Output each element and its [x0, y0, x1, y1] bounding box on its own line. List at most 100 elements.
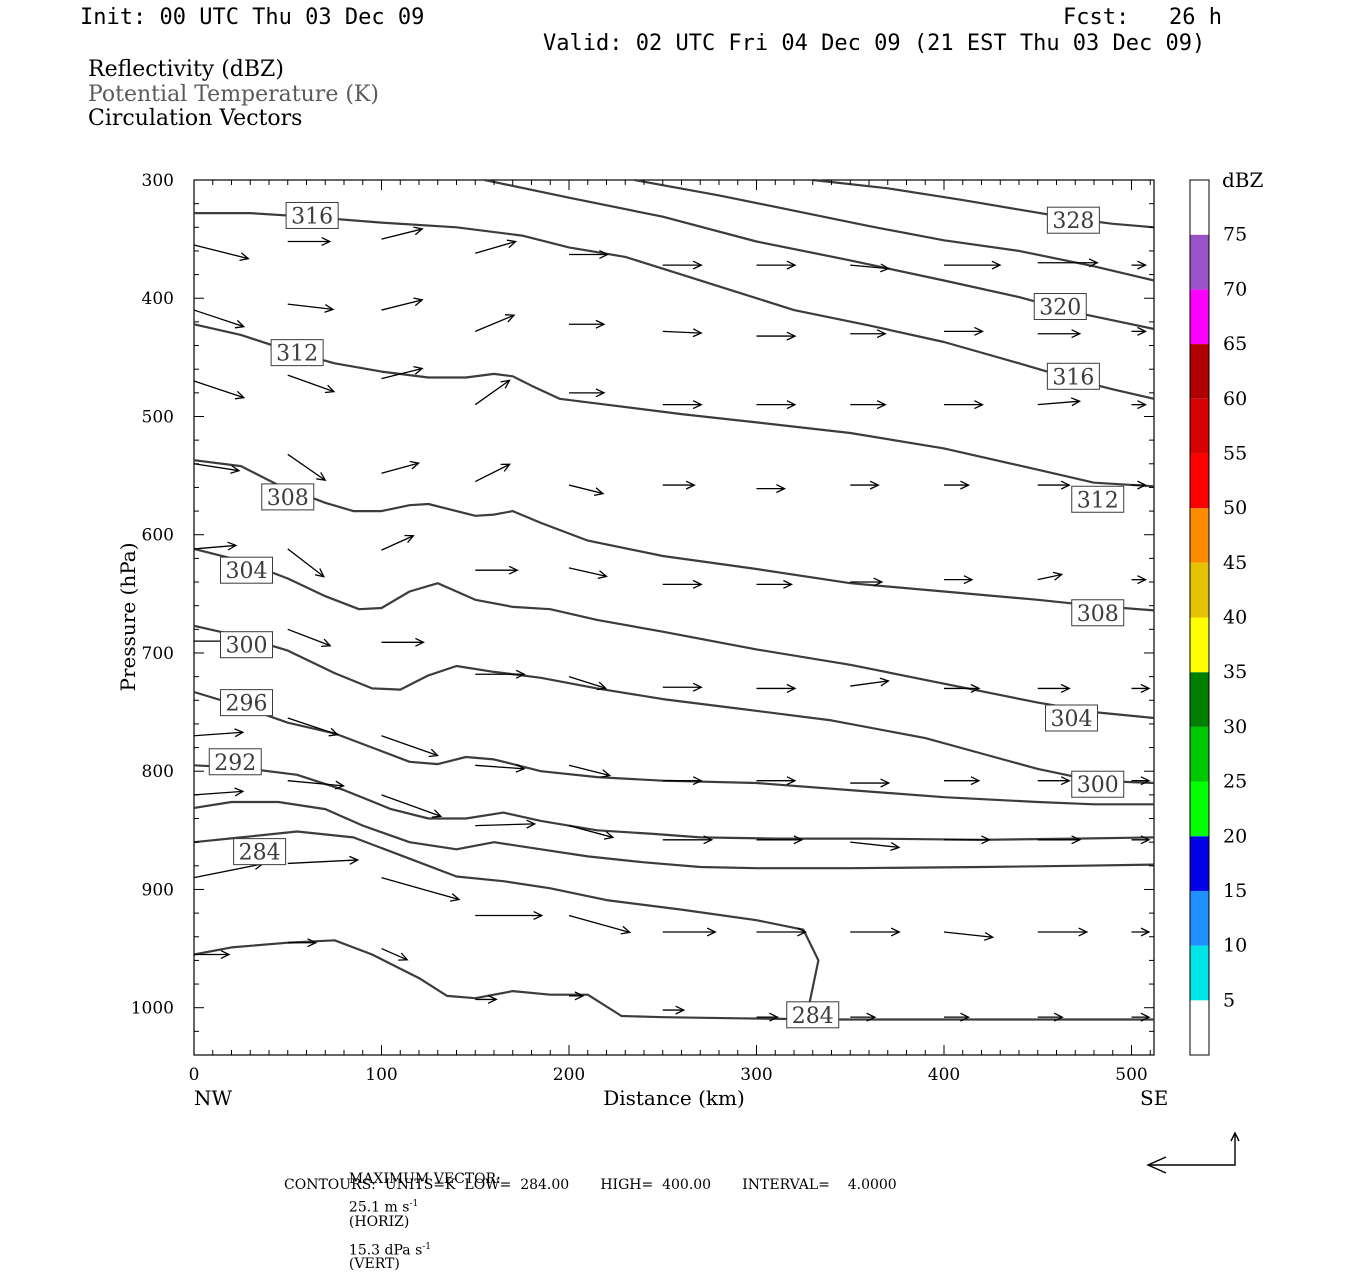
isentrope-line: [193, 624, 1155, 785]
circulation-vector: [662, 480, 696, 490]
contour-label: 284: [792, 1004, 834, 1029]
circulation-vector: [756, 683, 797, 693]
x-left-endpoint: NW: [194, 1086, 233, 1110]
circulation-vector: [287, 855, 360, 865]
contour-label-box: [220, 556, 273, 584]
circulation-vector: [944, 575, 974, 585]
circulation-vector: [850, 263, 891, 273]
circulation-vector: [1037, 927, 1089, 937]
colorbar-level-label: 65: [1223, 333, 1247, 355]
colorbar-level-label: 60: [1223, 388, 1247, 410]
circulation-vector: [944, 1012, 970, 1022]
contour-label-box: [1033, 293, 1087, 321]
colorbar-swatch: [1190, 453, 1209, 509]
circulation-vector: [756, 1012, 779, 1022]
circulation-vector: [381, 534, 415, 551]
contour-label: 308: [1077, 602, 1119, 627]
circulation-vector: [756, 835, 804, 845]
reference-vector-icon: [1146, 1131, 1240, 1174]
circulation-vector: [474, 379, 511, 406]
circulation-vector: [475, 819, 537, 829]
circulation-vector: [944, 683, 981, 693]
colorbar-swatch: [1190, 398, 1209, 454]
circulation-vector: [194, 950, 231, 959]
legend-reflectivity: Reflectivity (dBZ): [88, 57, 284, 82]
colorbar-level-label: 15: [1223, 880, 1247, 902]
circulation-vector: [1131, 776, 1151, 786]
colorbar-level-label: 30: [1223, 716, 1247, 738]
circulation-vector: [1131, 835, 1151, 845]
circulation-vector: [756, 579, 793, 589]
circulation-vector: [662, 1005, 686, 1015]
isentrope-line: [812, 178, 1155, 229]
circulation-vector: [287, 780, 345, 790]
circulation-vector: [1131, 260, 1147, 270]
circulation-vector: [193, 463, 241, 474]
contour-label: 300: [1077, 773, 1119, 798]
circulation-vector: [850, 1012, 877, 1022]
contour-info: CONTOURS: UNITS=K LOW= 284.00 HIGH= 400.…: [284, 1177, 897, 1193]
colorbar-level-label: 5: [1223, 989, 1235, 1011]
y-tick-label: 300: [142, 171, 174, 191]
circulation-vector: [1131, 1012, 1151, 1022]
circulation-vector: [1037, 480, 1071, 490]
x-axis-title: Distance (km): [603, 1086, 745, 1110]
circulation-vector: [287, 717, 340, 737]
contour-label-box: [220, 631, 273, 659]
contour-label-box: [1046, 206, 1100, 234]
axes-layer: 300 400 500 600 700 800 900 1000 0 100 200 300 400 50…: [131, 171, 1154, 1085]
contour-label: 312: [1077, 488, 1119, 513]
colorbar-level-label: 50: [1223, 497, 1247, 519]
contour-label: 316: [1052, 365, 1094, 390]
circulation-vector: [850, 841, 901, 852]
y-axis-title: Pressure (hPa): [116, 543, 140, 692]
contour-label-box: [233, 838, 287, 866]
circulation-vector: [287, 237, 332, 246]
circulation-vector: [1131, 480, 1147, 490]
circulation-vector: [569, 991, 585, 1001]
contour-label-box: [1071, 485, 1125, 513]
x-tick-label: 200: [553, 1065, 585, 1085]
circulation-vector: [381, 877, 461, 902]
contour-label-box: [1071, 599, 1125, 627]
circulation-vector: [944, 835, 991, 845]
circulation-vector: [381, 226, 424, 240]
colorbar-swatch: [1190, 945, 1209, 1001]
contour-label: 284: [239, 841, 281, 866]
circulation-vector: [193, 244, 250, 262]
colorbar-level-label: 40: [1223, 607, 1247, 629]
circulation-vector: [850, 480, 880, 490]
contour-label: 312: [276, 342, 318, 367]
colorbar-swatch: [1190, 726, 1209, 782]
circulation-vector: [1037, 258, 1099, 268]
circulation-vector: [475, 565, 519, 575]
circulation-vector: [381, 947, 409, 961]
colorbar-level-label: 35: [1223, 661, 1247, 683]
circulation-vector: [756, 484, 786, 494]
y-tick-label: 400: [142, 289, 174, 309]
circulation-vector: [662, 927, 717, 937]
circulation-vector: [944, 260, 1002, 270]
contour-label-box: [786, 1001, 840, 1029]
circulation-vector: [475, 763, 526, 773]
circulation-vector: [193, 787, 245, 797]
isentrope-line: [193, 939, 1154, 1021]
max-vector-label: MAXIMUM VECTOR:: [348, 1171, 501, 1187]
x-tick-label: 300: [740, 1065, 772, 1085]
isentrope-line: [193, 459, 1155, 612]
isentrope-line: [193, 323, 1155, 488]
circulation-vector: [756, 331, 797, 341]
plot-frame: [193, 179, 1155, 1056]
colorbar-swatch: [1190, 617, 1209, 673]
isentrope-line: [634, 178, 1155, 282]
circulation-vector: [1037, 835, 1082, 845]
colorbar-swatch: [1190, 672, 1209, 727]
circulation-vector: [1131, 575, 1147, 585]
circulation-vector: [381, 460, 421, 474]
circulation-vector: [944, 400, 984, 410]
contour-label: 292: [214, 751, 256, 776]
isentrope-line: [193, 830, 820, 1021]
circulation-vector: [662, 835, 714, 845]
circulation-vector: [850, 329, 887, 339]
cross-section-chart: 2842842922963003003043043083083123123163…: [116, 168, 1264, 1174]
